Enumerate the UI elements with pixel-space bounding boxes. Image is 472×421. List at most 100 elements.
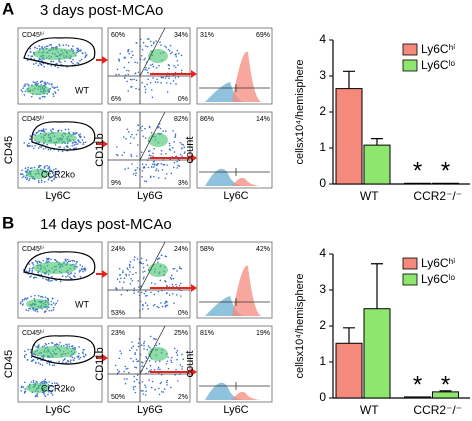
event-dot <box>164 77 167 79</box>
event-dot <box>59 341 61 344</box>
event-dot <box>84 268 87 270</box>
event-dot <box>67 44 70 47</box>
event-dot <box>149 346 151 349</box>
histogram-percent: 58% <box>200 246 214 253</box>
event-dot <box>35 394 37 397</box>
event-dot <box>144 302 147 304</box>
event-dot <box>34 46 36 49</box>
event-dot <box>116 146 118 148</box>
event-dot <box>155 168 158 170</box>
event-dot <box>82 352 84 355</box>
event-dot <box>83 356 86 358</box>
event-dot <box>26 178 28 181</box>
axis-label: CD45 <box>3 350 15 378</box>
event-dot <box>155 40 157 42</box>
event-dot <box>142 167 145 169</box>
event-dot <box>160 44 162 46</box>
event-dot <box>129 142 132 145</box>
event-dot <box>75 263 77 265</box>
event-dot <box>73 357 76 360</box>
event-dot <box>132 266 135 269</box>
event-dot <box>44 165 46 168</box>
event-dot <box>21 304 24 306</box>
event-dot <box>65 44 67 46</box>
axis-label: Ly6G <box>137 404 163 416</box>
event-dot <box>136 374 139 376</box>
event-dot <box>46 308 48 310</box>
event-dot <box>176 380 179 382</box>
event-dot <box>39 165 42 167</box>
event-dot <box>166 384 168 386</box>
event-dot <box>54 304 56 306</box>
event-dot <box>166 381 168 384</box>
event-dot <box>146 264 149 266</box>
event-dot <box>30 55 32 57</box>
event-dot <box>138 286 140 288</box>
event-dot <box>66 146 69 148</box>
event-dot <box>24 176 27 179</box>
event-dot <box>46 362 48 364</box>
event-dot <box>144 68 146 71</box>
event-dot <box>24 297 26 300</box>
y-tick-label: 2 <box>319 104 326 118</box>
event-dot <box>119 52 122 55</box>
arrow-head <box>102 56 108 64</box>
event-dot <box>131 133 133 136</box>
event-dot <box>173 267 176 270</box>
event-dot <box>137 345 140 348</box>
event-dot <box>161 169 164 171</box>
event-dot <box>80 58 83 61</box>
event-dot <box>127 61 130 64</box>
event-dot <box>77 139 79 141</box>
event-dot <box>121 154 123 156</box>
event-dot <box>69 276 71 278</box>
event-dot <box>141 129 143 132</box>
event-dot <box>147 166 150 169</box>
event-dot <box>148 157 150 159</box>
event-dot <box>49 168 51 170</box>
event-dot <box>52 95 55 98</box>
event-dot <box>141 81 144 84</box>
event-dot <box>51 86 54 88</box>
event-dot <box>25 170 28 172</box>
genotype-label: CCR2ko <box>41 169 75 179</box>
event-dot <box>76 143 79 145</box>
event-dot <box>127 167 130 169</box>
event-dot <box>56 45 58 48</box>
event-dot <box>36 393 38 396</box>
event-dot <box>176 167 179 169</box>
event-dot <box>69 147 71 150</box>
event-dot <box>30 381 33 383</box>
event-dot <box>151 380 154 383</box>
event-dot <box>35 346 37 348</box>
event-dot <box>61 361 64 363</box>
event-dot <box>36 395 39 398</box>
event-dot <box>123 277 126 280</box>
event-dot <box>180 282 182 285</box>
event-dot <box>38 345 40 348</box>
event-dot <box>129 271 131 273</box>
event-dot <box>146 69 148 71</box>
population <box>148 263 168 277</box>
event-dot <box>116 154 119 157</box>
event-dot <box>58 360 60 363</box>
event-dot <box>132 386 135 388</box>
event-dot <box>29 351 32 353</box>
event-dot <box>168 64 171 67</box>
event-dot <box>136 61 139 64</box>
event-dot <box>114 364 117 367</box>
event-dot <box>175 368 177 371</box>
event-dot <box>181 155 183 158</box>
event-dot <box>44 147 47 149</box>
event-dot <box>118 58 120 61</box>
event-dot <box>157 366 160 369</box>
event-dot <box>171 146 174 149</box>
event-dot <box>30 348 32 351</box>
event-dot <box>72 58 74 61</box>
event-dot <box>127 73 130 76</box>
event-dot <box>68 345 71 348</box>
event-dot <box>38 260 40 263</box>
event-dot <box>121 287 124 289</box>
bar <box>335 88 363 185</box>
quadrant-percent: 2% <box>178 394 188 401</box>
